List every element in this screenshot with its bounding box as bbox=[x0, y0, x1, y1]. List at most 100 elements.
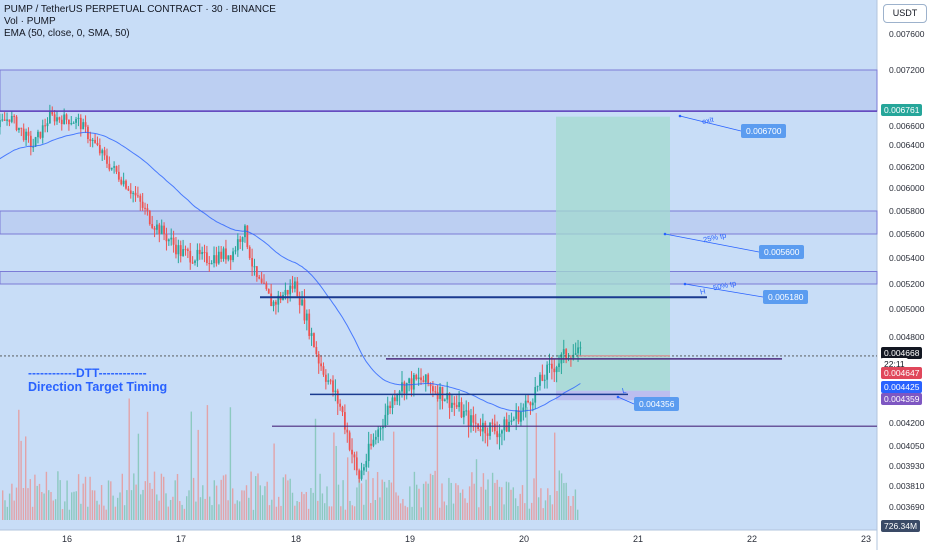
volume-bar bbox=[73, 491, 75, 520]
candle-body bbox=[420, 377, 422, 381]
candle-body bbox=[451, 402, 453, 408]
volume-bar bbox=[250, 471, 252, 520]
volume-bar bbox=[278, 496, 280, 520]
price-tick: 0.003690 bbox=[889, 502, 925, 512]
candle-body bbox=[453, 402, 456, 405]
price-tick: 0.005400 bbox=[889, 253, 925, 263]
volume-bar bbox=[142, 489, 144, 520]
candle-body bbox=[167, 239, 170, 242]
volume-bar bbox=[8, 493, 11, 520]
candle-body bbox=[182, 249, 185, 257]
candle-body bbox=[467, 410, 470, 427]
low-price-label[interactable]: 0.004356 bbox=[634, 397, 680, 411]
tp25-price-label[interactable]: 0.005600 bbox=[759, 245, 805, 259]
volume-bar bbox=[416, 484, 418, 520]
volume-bar bbox=[379, 497, 381, 520]
candle-body bbox=[156, 224, 158, 230]
volume-bar bbox=[11, 483, 13, 520]
tp50-anchor bbox=[683, 282, 687, 286]
candle-body bbox=[391, 397, 394, 408]
candle-body bbox=[286, 290, 289, 295]
volume-bar bbox=[75, 491, 77, 520]
volume-bar bbox=[153, 471, 156, 520]
candle-body bbox=[103, 150, 106, 156]
price-tick: 0.005000 bbox=[889, 304, 925, 314]
candle-body bbox=[536, 385, 539, 388]
volume-bar bbox=[360, 483, 363, 520]
volume-bar bbox=[521, 485, 524, 520]
candle-body bbox=[165, 234, 168, 242]
volume-bar bbox=[257, 473, 259, 520]
price-tick: 0.006400 bbox=[889, 140, 925, 150]
exit-price-label[interactable]: 0.006700 bbox=[741, 124, 787, 138]
candle-body bbox=[443, 399, 446, 401]
candle-body bbox=[63, 114, 66, 125]
volume-bar bbox=[110, 481, 112, 520]
volume-bar bbox=[549, 495, 551, 520]
date-axis-background bbox=[0, 530, 877, 550]
supply-zone-1 bbox=[0, 210, 878, 235]
supply-zone-0 bbox=[0, 69, 878, 112]
volume-bar bbox=[169, 499, 172, 520]
volume-bar bbox=[144, 481, 146, 520]
volume-bar bbox=[395, 492, 397, 520]
candle-body bbox=[75, 118, 77, 123]
volume-bar bbox=[140, 494, 142, 520]
volume-bar bbox=[310, 488, 312, 520]
exit-anchor bbox=[678, 114, 682, 118]
tp50-price-label[interactable]: 0.005180 bbox=[763, 290, 809, 304]
candle-body bbox=[558, 363, 560, 368]
volume-bar bbox=[418, 488, 420, 520]
volume-bar bbox=[489, 506, 491, 520]
volume-bar bbox=[130, 490, 133, 520]
volume-bar bbox=[397, 495, 399, 520]
volume-bar bbox=[324, 503, 326, 520]
candle-body bbox=[98, 144, 101, 154]
currency-button[interactable]: USDT bbox=[883, 4, 927, 23]
candle-body bbox=[89, 139, 92, 141]
price-tick: 0.007200 bbox=[889, 65, 925, 75]
candle-body bbox=[29, 135, 32, 148]
volume-bar bbox=[547, 488, 549, 520]
candle-body bbox=[260, 278, 263, 283]
candle-body bbox=[458, 402, 460, 408]
candle-body bbox=[101, 150, 104, 154]
candle-body bbox=[524, 400, 527, 408]
price-tick: 0.006600 bbox=[889, 121, 925, 131]
candle-body bbox=[296, 281, 299, 297]
price-tick: 0.006200 bbox=[889, 162, 925, 172]
candle-body bbox=[158, 224, 161, 235]
candle-body bbox=[348, 432, 351, 450]
volume-bar bbox=[68, 509, 71, 520]
volume-bar bbox=[188, 490, 190, 520]
candle-body bbox=[136, 195, 139, 197]
volume-bar bbox=[468, 486, 471, 520]
candle-body bbox=[220, 251, 223, 259]
candle-body bbox=[186, 249, 189, 251]
volume-bar bbox=[462, 489, 464, 520]
volume-bar bbox=[268, 505, 271, 520]
stop-price-badge: 0.004359 bbox=[881, 393, 923, 405]
candle-body bbox=[417, 377, 420, 380]
volume-bar bbox=[206, 405, 209, 520]
volume-bar bbox=[498, 486, 501, 520]
volume-bar bbox=[524, 503, 526, 520]
volume-bar bbox=[29, 479, 31, 520]
candle-body bbox=[358, 470, 361, 479]
date-tick: 23 bbox=[860, 534, 872, 544]
price-tick: 0.005600 bbox=[889, 229, 925, 239]
volume-bar bbox=[413, 471, 416, 520]
candle-body bbox=[320, 363, 322, 367]
candle-body bbox=[379, 428, 382, 430]
volume-bar bbox=[112, 495, 114, 520]
candle-body bbox=[336, 390, 339, 404]
volume-bar bbox=[390, 482, 393, 520]
volume-bar bbox=[478, 507, 480, 520]
candle-body bbox=[263, 282, 265, 284]
candle-body bbox=[515, 410, 518, 419]
volume-bar bbox=[560, 473, 563, 520]
candle-body bbox=[448, 392, 451, 408]
candle-body bbox=[203, 252, 206, 254]
